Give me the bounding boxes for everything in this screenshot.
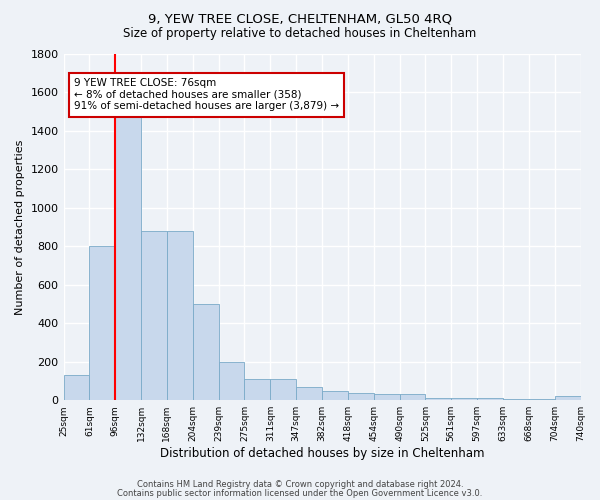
Y-axis label: Number of detached properties: Number of detached properties [15, 140, 25, 315]
Bar [374, 394, 400, 400]
X-axis label: Distribution of detached houses by size in Cheltenham: Distribution of detached houses by size … [160, 447, 484, 460]
Bar [503, 399, 529, 400]
Bar [271, 379, 296, 400]
Bar [348, 394, 374, 400]
Text: 9, YEW TREE CLOSE, CHELTENHAM, GL50 4RQ: 9, YEW TREE CLOSE, CHELTENHAM, GL50 4RQ [148, 12, 452, 26]
Bar [529, 399, 554, 400]
Text: 9 YEW TREE CLOSE: 76sqm
← 8% of detached houses are smaller (358)
91% of semi-de: 9 YEW TREE CLOSE: 76sqm ← 8% of detached… [74, 78, 339, 112]
Bar [451, 398, 477, 400]
Bar [64, 375, 89, 400]
Bar [167, 231, 193, 400]
Bar [193, 304, 218, 400]
Bar [296, 386, 322, 400]
Bar [115, 116, 141, 400]
Bar [89, 246, 115, 400]
Bar [218, 362, 244, 400]
Bar [477, 398, 503, 400]
Bar [400, 394, 425, 400]
Bar [322, 390, 348, 400]
Text: Contains public sector information licensed under the Open Government Licence v3: Contains public sector information licen… [118, 488, 482, 498]
Bar [554, 396, 581, 400]
Text: Contains HM Land Registry data © Crown copyright and database right 2024.: Contains HM Land Registry data © Crown c… [137, 480, 463, 489]
Bar [425, 398, 451, 400]
Bar [244, 379, 271, 400]
Bar [141, 231, 167, 400]
Text: Size of property relative to detached houses in Cheltenham: Size of property relative to detached ho… [124, 28, 476, 40]
